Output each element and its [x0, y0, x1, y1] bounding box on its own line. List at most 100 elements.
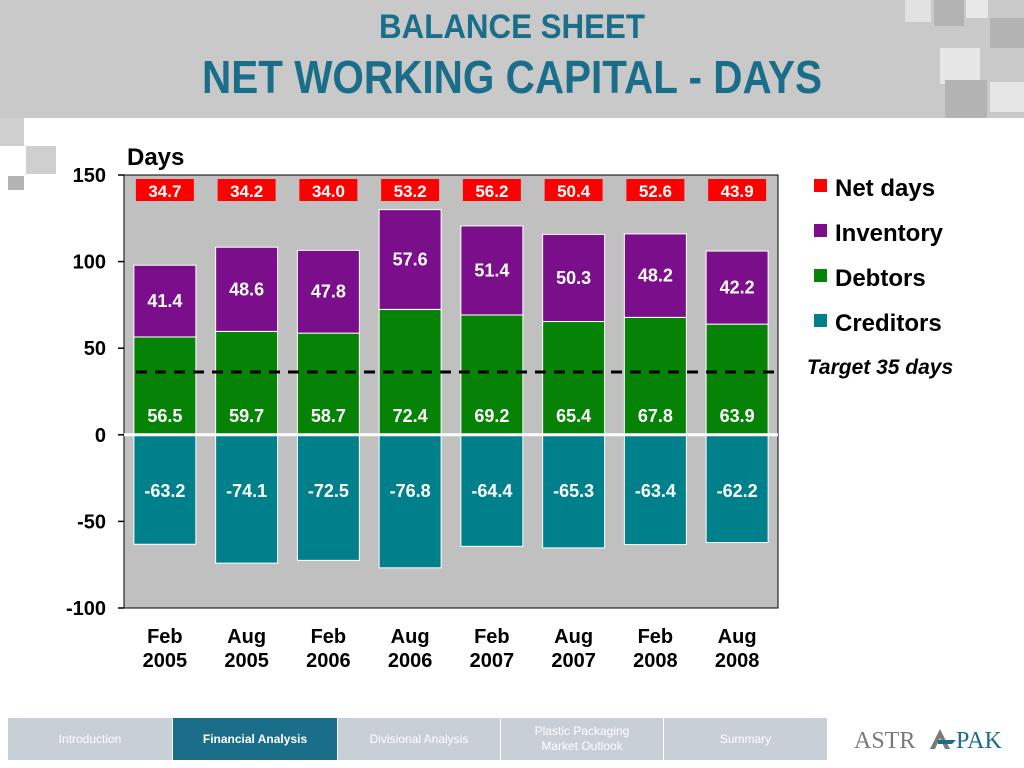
decor-square: [990, 82, 1024, 112]
target-label: Target 35 days: [807, 356, 953, 379]
astrapak-logo: ASTR PAK: [854, 728, 1002, 754]
bar-creditors: [215, 434, 279, 564]
bar-inventory: [133, 264, 197, 338]
legend-label: Debtors: [835, 265, 926, 292]
net-days-box: [299, 179, 358, 201]
data-label-debtors: 72.4: [393, 406, 428, 426]
y-tick-label: 0: [95, 425, 106, 447]
x-tick-label: Feb 2005: [143, 626, 188, 672]
data-label-debtors: 69.2: [474, 406, 509, 426]
nav-label: Summary: [719, 731, 772, 746]
svg-text:ASTR: ASTR: [854, 728, 915, 754]
bar-inventory: [296, 249, 360, 334]
decor-square: [0, 118, 24, 146]
bar-debtors: [133, 336, 197, 436]
y-tick-label: 50: [84, 338, 106, 360]
data-label-creditors: -72.5: [308, 481, 349, 501]
data-label-inventory: 48.2: [638, 266, 673, 286]
data-label-inventory: 42.2: [720, 278, 755, 298]
bar-debtors: [215, 330, 279, 436]
footer-nav: Introduction Financial Analysis Division…: [0, 716, 1024, 762]
bar-creditors: [623, 434, 687, 546]
x-tick-label: Aug 2007: [551, 626, 596, 672]
data-label-creditors: -65.3: [553, 481, 594, 501]
decor-square: [966, 0, 988, 18]
net-days-label: 34.7: [148, 182, 181, 201]
x-tick-label: Aug 2005: [224, 626, 269, 672]
net-days-label: 56.2: [475, 182, 508, 201]
net-days-box: [626, 179, 685, 201]
bar-creditors: [460, 434, 524, 547]
data-label-creditors: -76.8: [390, 481, 431, 501]
bar-inventory: [542, 233, 606, 323]
data-label-creditors: -63.4: [635, 481, 676, 501]
data-label-inventory: 47.8: [311, 282, 346, 302]
net-days-box: [544, 179, 603, 201]
nav-divisional-analysis[interactable]: Divisional Analysis: [338, 718, 501, 760]
y-tick-label: 150: [73, 165, 106, 187]
data-label-debtors: 67.8: [638, 406, 673, 426]
bar-inventory: [460, 225, 524, 316]
net-days-box: [217, 179, 276, 201]
y-tick-label: -50: [77, 511, 106, 533]
slide-title-line1: BALANCE SHEET: [379, 8, 645, 46]
data-label-creditors: -74.1: [226, 481, 267, 501]
net-days-label: 34.0: [312, 182, 345, 201]
decor-square: [945, 80, 987, 118]
legend-swatch-net-days: [814, 179, 827, 192]
nav-summary[interactable]: Summary: [664, 718, 828, 760]
decor-square: [26, 146, 56, 174]
net-days-box: [708, 179, 767, 201]
decor-square: [934, 0, 964, 26]
bar-creditors: [296, 434, 360, 561]
slide-title-line2: NET WORKING CAPITAL - DAYS: [202, 51, 822, 103]
nav-label: Financial Analysis: [202, 731, 308, 746]
data-label-creditors: -62.2: [717, 481, 758, 501]
nav-label: Plastic Packaging Market Outlook: [534, 724, 630, 753]
bar-inventory: [705, 250, 769, 325]
data-label-debtors: 63.9: [720, 406, 755, 426]
bar-inventory: [623, 233, 687, 318]
nav-label: Introduction: [58, 731, 122, 746]
decor-square: [940, 48, 980, 84]
data-label-creditors: -64.4: [471, 481, 512, 501]
data-label-inventory: 48.6: [229, 279, 264, 299]
x-tick-label: Feb 2007: [470, 626, 515, 672]
net-days-label: 34.2: [230, 182, 263, 201]
decor-square: [905, 0, 931, 22]
y-tick-label: -100: [66, 598, 106, 620]
svg-text:PAK: PAK: [956, 728, 1002, 754]
bar-creditors: [378, 434, 442, 569]
nav-financial-analysis[interactable]: Financial Analysis: [173, 718, 338, 760]
legend-label: Inventory: [835, 220, 944, 247]
x-tick-label: Aug 2006: [388, 626, 433, 672]
legend-label: Creditors: [835, 310, 942, 337]
net-days-box: [381, 179, 440, 201]
data-label-creditors: -63.2: [144, 481, 185, 501]
data-label-inventory: 50.3: [556, 268, 591, 288]
net-working-capital-chart: 56.5 41.4 -63.2 59.7 48.6 -74.1 58.7 47.8 -72.5 7…: [66, 144, 953, 672]
net-days-label: 52.6: [639, 182, 672, 201]
nav-label: Divisional Analysis: [369, 731, 469, 746]
nav-plastic-packaging-market-outlook[interactable]: Plastic Packaging Market Outlook: [501, 718, 664, 760]
net-days-label: 53.2: [394, 182, 427, 201]
legend-swatch-creditors: [814, 314, 827, 327]
bar-creditors: [133, 434, 197, 545]
bar-debtors: [623, 316, 687, 436]
bar-debtors: [460, 314, 524, 436]
x-tick-label: Feb 2008: [633, 626, 678, 672]
data-label-debtors: 58.7: [311, 406, 346, 426]
data-label-debtors: 65.4: [556, 406, 591, 426]
bar-creditors: [542, 434, 606, 549]
net-days-box: [462, 179, 521, 201]
data-label-inventory: 51.4: [474, 260, 509, 280]
data-label-debtors: 59.7: [229, 406, 264, 426]
bar-inventory: [215, 246, 279, 332]
decor-square: [990, 18, 1024, 48]
legend-swatch-inventory: [814, 224, 827, 237]
data-label-inventory: 57.6: [393, 250, 428, 270]
y-axis-label: Days: [127, 144, 184, 171]
legend-swatch-debtors: [814, 269, 827, 282]
net-days-label: 43.9: [721, 182, 754, 201]
nav-introduction[interactable]: Introduction: [8, 718, 173, 760]
